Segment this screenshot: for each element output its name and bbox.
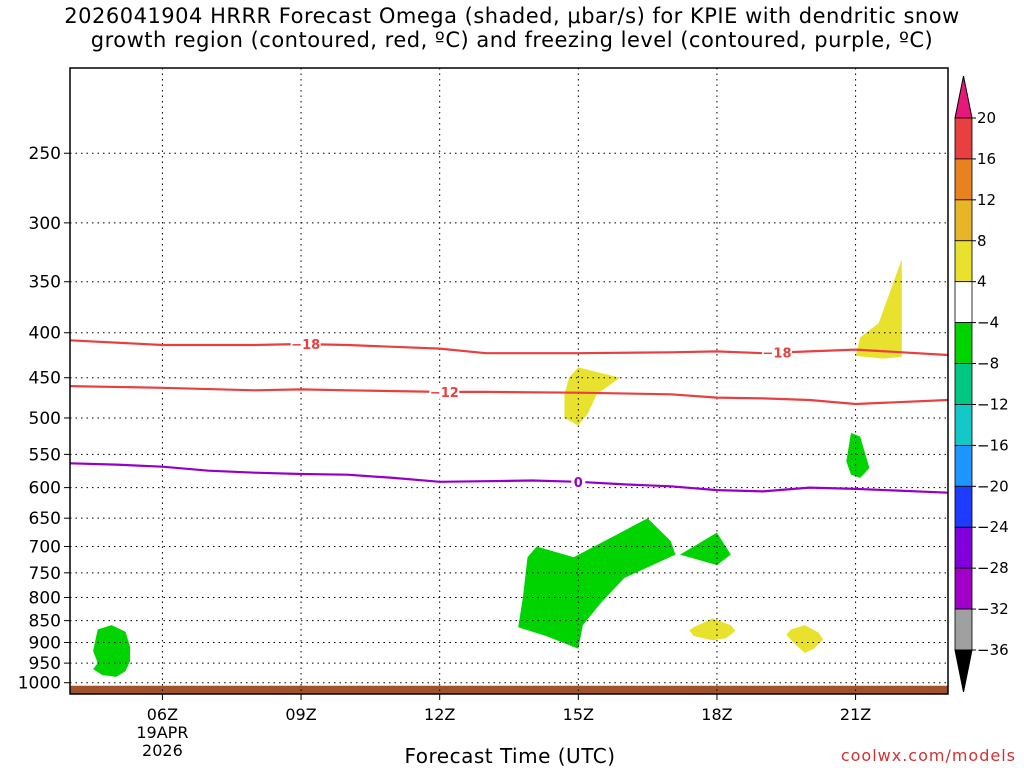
colorbar-label-14: −36: [977, 641, 1009, 659]
contour-label-dgz_minus18-1: −18: [291, 338, 320, 353]
colorbar-label-12: −28: [977, 559, 1009, 577]
omega-region-2: [518, 518, 676, 649]
x-year-label: 2026: [142, 741, 183, 760]
contour-label-bg: [762, 344, 793, 360]
x-tick-label-06Z: 06Z: [147, 705, 178, 724]
colorbar-swatch-10: [954, 485, 973, 528]
omega-region-6: [855, 259, 902, 359]
colorbar-swatch-7: [954, 363, 973, 405]
y-tick-label-750: 750: [29, 564, 61, 584]
y-tick-label-250: 250: [29, 144, 61, 164]
colorbar-label-6: −4: [977, 314, 999, 332]
contour-label-freezing_level_0-1: 0: [574, 476, 583, 491]
y-tick-label-900: 900: [29, 633, 61, 653]
y-tick-label-350: 350: [29, 273, 61, 293]
x-tick-label-15Z: 15Z: [563, 705, 594, 724]
y-axis: 2503003504004505005506006507007508008509…: [18, 144, 70, 694]
ground-layer: [70, 685, 948, 694]
colorbar: 20 16 12 8 4 −4 −8 −12 −16 −20 −24 −28 −32 −36: [954, 75, 1009, 693]
colorbar-label-8: −12: [977, 395, 1009, 413]
omega-region-5: [564, 367, 620, 426]
colorbar-label-3: 12: [977, 191, 996, 209]
y-tick-label-1000: 1000: [18, 674, 61, 694]
chart-title-line-1: 2026041904 HRRR Forecast Omega (shaded, …: [64, 4, 960, 28]
colorbar-swatch-11: [954, 526, 973, 569]
colorbar-label-5: 4: [977, 273, 987, 291]
y-tick-label-850: 850: [29, 612, 61, 632]
colorbar-label-9: −16: [977, 436, 1009, 454]
x-axis-title: Forecast Time (UTC): [404, 744, 616, 768]
colorbar-swatch-9: [954, 444, 973, 487]
y-tick-label-500: 500: [29, 409, 61, 429]
colorbar-swatch-13: [954, 608, 973, 651]
x-tick-label-21Z: 21Z: [840, 705, 871, 724]
colorbar-label-2: 16: [977, 150, 996, 168]
colorbar-top-triangle: [954, 75, 973, 119]
colorbar-label-10: −20: [977, 477, 1009, 495]
y-tick-label-600: 600: [29, 479, 61, 499]
omega-region-4: [846, 432, 870, 478]
colorbar-label-7: −8: [977, 355, 999, 373]
chart-title: 2026041904 HRRR Forecast Omega (shaded, …: [0, 4, 1024, 52]
omega-shading-layer: [93, 259, 902, 677]
omega-region-1: [93, 625, 131, 677]
colorbar-swatch-8: [954, 404, 973, 446]
x-tick-label-12Z: 12Z: [424, 705, 455, 724]
colorbar-label-1: 20: [977, 109, 996, 127]
colorbar-swatch-5: [954, 281, 973, 324]
contour-dgz_minus12: [69, 385, 949, 406]
y-tick-label-450: 450: [29, 369, 61, 389]
y-tick-label-700: 700: [29, 537, 61, 557]
colorbar-swatch-6: [954, 322, 973, 364]
colorbar-swatch-12: [954, 567, 973, 610]
colorbar-swatch-3: [954, 199, 973, 242]
y-tick-label-550: 550: [29, 445, 61, 465]
contour-label-bg: [290, 336, 321, 352]
y-tick-label-300: 300: [29, 214, 61, 234]
colorbar-swatch-1: [954, 117, 973, 160]
colorbar-label-4: 8: [977, 232, 987, 250]
omega-region-3: [680, 532, 731, 566]
source-credit: coolwx.com/models: [840, 746, 1016, 765]
contour-freezing_level_0: [69, 462, 949, 494]
y-tick-label-650: 650: [29, 509, 61, 529]
contour-label-dgz_minus18-2: −18: [763, 347, 792, 362]
x-tick-label-18Z: 18Z: [701, 705, 732, 724]
plot-frame: [69, 67, 949, 695]
grid-layer: [70, 68, 948, 694]
omega-region-7: [689, 618, 736, 641]
colorbar-label-11: −24: [977, 518, 1009, 536]
ground-surface-band: [70, 685, 948, 694]
x-tick-label-09Z: 09Z: [285, 705, 316, 724]
colorbar-swatch-4: [954, 240, 973, 283]
y-tick-label-400: 400: [29, 324, 61, 344]
contour-layer: −18 −18 −12 0: [69, 336, 949, 494]
colorbar-bottom-triangle: [954, 649, 973, 693]
x-date-label: 19APR: [136, 723, 188, 742]
omega-region-8: [786, 625, 824, 653]
contour-label-bg: [571, 473, 586, 489]
colorbar-swatch-2: [954, 158, 973, 201]
y-tick-label-950: 950: [29, 654, 61, 674]
contour-label-bg: [429, 383, 460, 399]
y-tick-label-800: 800: [29, 588, 61, 608]
colorbar-label-13: −32: [977, 600, 1009, 618]
chart-title-line-2: growth region (contoured, red, ºC) and f…: [90, 28, 934, 52]
contour-dgz_minus18: [69, 339, 949, 357]
contour-label-dgz_minus12-1: −12: [430, 386, 459, 401]
